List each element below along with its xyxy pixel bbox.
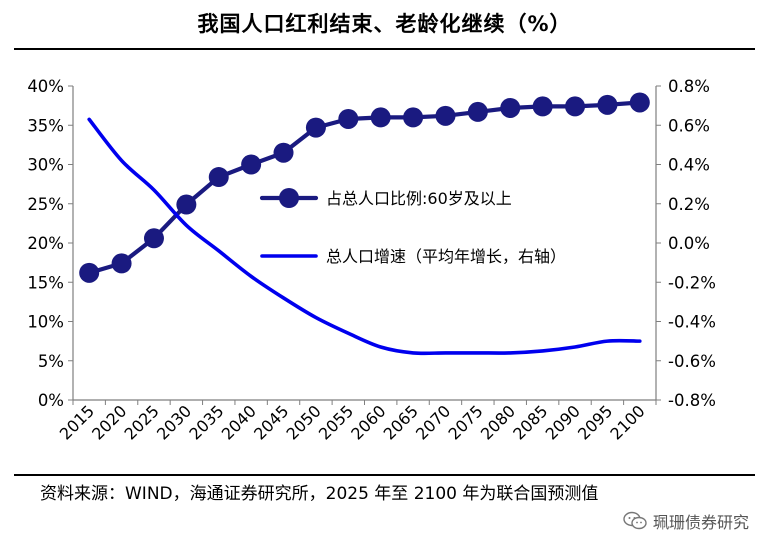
x-tick-label: 2030 — [153, 401, 195, 443]
watermark-text: 珮珊债券研究 — [652, 513, 749, 532]
series-1-point — [305, 117, 326, 138]
right-tick-label: 0.6% — [668, 116, 710, 135]
series-1-point — [241, 154, 262, 175]
left-tick-label: 40% — [27, 77, 64, 96]
left-tick-label: 5% — [38, 352, 64, 371]
series-1-point — [565, 96, 586, 117]
legend-marker-1 — [279, 188, 299, 208]
right-tick-label: 0.2% — [668, 195, 710, 214]
wechat-icon — [623, 511, 647, 530]
x-tick-label: 2035 — [185, 401, 227, 443]
series-1-point — [435, 105, 456, 126]
series-1-point — [467, 101, 488, 122]
x-tick-label: 2045 — [250, 401, 292, 443]
series-1-point — [176, 194, 197, 215]
series-1-point — [338, 108, 359, 129]
series-layer — [79, 92, 650, 356]
x-tick-label: 2025 — [121, 401, 163, 443]
x-tick-label: 2060 — [347, 401, 389, 443]
series-1-point — [403, 107, 424, 128]
right-tick-label: 0.0% — [668, 234, 710, 253]
x-tick-label: 2100 — [606, 401, 648, 443]
right-tick-label: -0.4% — [668, 313, 716, 332]
left-tick-label: 15% — [27, 273, 64, 292]
x-tick-label: 2050 — [283, 401, 325, 443]
series-line-2 — [87, 117, 642, 356]
chart: 0% 5% 10% 15% 20% 25% 30% 35% 40% -0.8% -0.6% -0.4%… — [27, 77, 716, 444]
legend-label-2: 总人口增速（平均年增长，右轴） — [326, 247, 566, 266]
source-note: 资料来源：WIND，海通证券研究所，2025 年至 2100 年为联合国预测值 — [40, 484, 599, 504]
right-tick-label: 0.8% — [668, 77, 710, 96]
x-tick-label: 2040 — [218, 401, 260, 443]
left-tick-label: 0% — [38, 391, 64, 410]
left-tick-label: 10% — [27, 313, 64, 332]
series-1-point — [273, 142, 294, 163]
series-1-point — [629, 92, 650, 113]
series-1-point — [79, 262, 100, 283]
series-1-point — [532, 96, 553, 117]
series-1-point — [111, 253, 132, 274]
x-tick-label: 2070 — [412, 401, 454, 443]
left-tick-label: 20% — [27, 234, 64, 253]
left-tick-label: 25% — [27, 195, 64, 214]
x-tick-label: 2085 — [509, 401, 551, 443]
title-rule — [14, 48, 755, 50]
series-1-point — [143, 228, 164, 249]
chart-title: 我国人口红利结束、老龄化继续（%） — [197, 12, 572, 36]
x-tick-label: 2095 — [574, 401, 616, 443]
watermark: 珮珊债券研究 — [623, 509, 749, 533]
series-1-point — [500, 97, 521, 118]
series-1-point — [597, 94, 618, 115]
x-tick-label: 2065 — [380, 401, 422, 443]
series-1-point — [370, 107, 391, 128]
right-tick-label: -0.6% — [668, 352, 716, 371]
left-tick-label: 35% — [27, 116, 64, 135]
footer-rule — [14, 474, 755, 476]
x-tick-label: 2080 — [477, 401, 519, 443]
right-tick-label: 0.4% — [668, 156, 710, 175]
x-tick-label: 2055 — [315, 401, 357, 443]
left-tick-label: 30% — [27, 156, 64, 175]
x-tick-label: 2090 — [542, 401, 584, 443]
series-1-point — [208, 167, 229, 188]
x-tick-label: 2075 — [444, 401, 486, 443]
legend-label-1: 占总人口比例:60岁及以上 — [326, 189, 512, 208]
right-tick-label: -0.2% — [668, 273, 716, 292]
x-tick-label: 2020 — [88, 401, 130, 443]
right-tick-label: -0.8% — [668, 391, 716, 410]
